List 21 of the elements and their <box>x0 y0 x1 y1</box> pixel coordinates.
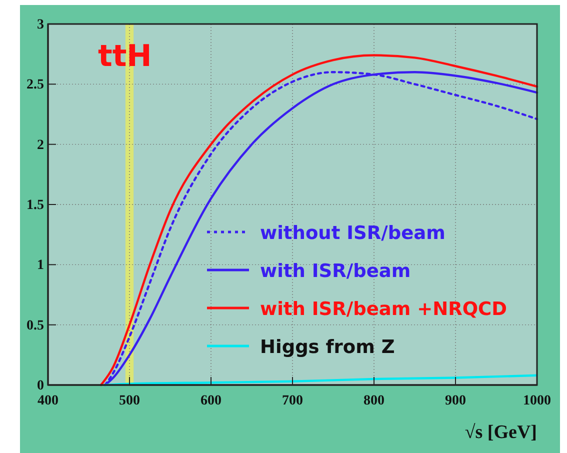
x-tick-label: 800 <box>364 393 384 408</box>
legend-label: without ISR/beam <box>260 223 446 244</box>
line-series <box>104 374 538 386</box>
x-tick-label: 1000 <box>523 393 551 408</box>
legend-label: Higgs from Z <box>260 337 395 358</box>
y-tick-label: 1.5 <box>26 198 44 213</box>
annotation: ttH <box>98 39 152 74</box>
legend-label: with ISR/beam <box>260 261 411 282</box>
x-tick-label: 900 <box>445 393 466 408</box>
y-tick-label: 1 <box>37 258 44 274</box>
y-tick-label: 2 <box>37 138 44 153</box>
legend-label: with ISR/beam +NRQCD <box>260 299 507 320</box>
x-tick-label: 400 <box>38 393 58 408</box>
x-tick-label: 500 <box>119 393 140 408</box>
y-tick-label: 2.5 <box>26 78 44 93</box>
y-tick-label: 0 <box>37 378 44 394</box>
y-tick-label: 3 <box>37 17 44 32</box>
x-tick-label: 700 <box>282 393 303 408</box>
x-tick-label: 600 <box>200 393 222 408</box>
x-axis-title: √s [GeV] <box>464 422 537 443</box>
y-tick-label: 0.5 <box>26 318 44 334</box>
